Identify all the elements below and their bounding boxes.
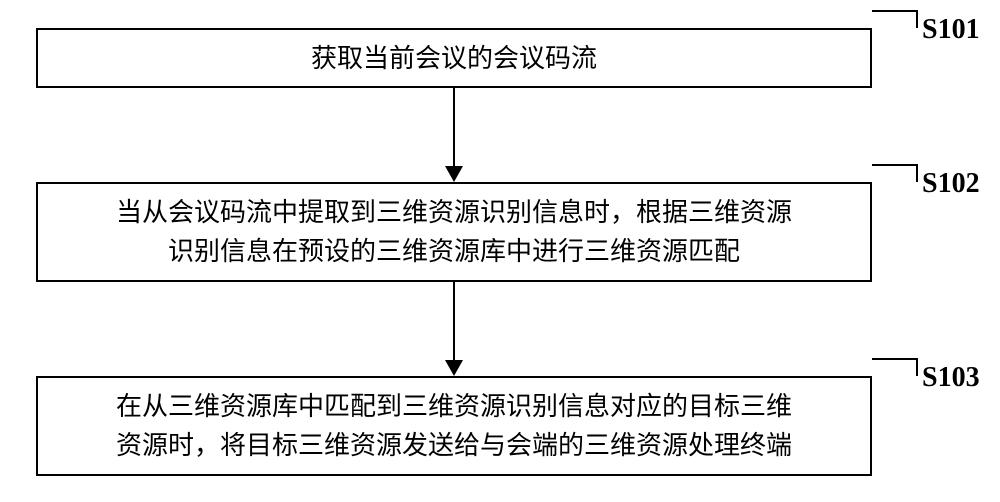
step-s101-box: 获取当前会议的会议码流 xyxy=(36,28,872,88)
flowchart-container: 获取当前会议的会议码流 S101 当从会议码流中提取到三维资源识别信息时，根据三… xyxy=(0,0,1000,502)
step-s103-label: S103 xyxy=(922,362,980,394)
step-s102-leader xyxy=(872,164,918,182)
step-s102-box: 当从会议码流中提取到三维资源识别信息时，根据三维资源 识别信息在预设的三维资源库… xyxy=(36,182,872,282)
step-s101-leader xyxy=(872,10,918,28)
step-s102-text: 当从会议码流中提取到三维资源识别信息时，根据三维资源 识别信息在预设的三维资源库… xyxy=(116,193,792,271)
arrow-s101-s102-line xyxy=(453,88,455,166)
step-s102-label: S102 xyxy=(922,168,980,200)
step-s103-leader xyxy=(872,358,918,376)
step-s101-text: 获取当前会议的会议码流 xyxy=(311,39,597,78)
arrow-s101-s102-head xyxy=(445,166,463,182)
step-s103-box: 在从三维资源库中匹配到三维资源识别信息对应的目标三维 资源时，将目标三维资源发送… xyxy=(36,376,872,476)
arrow-s102-s103-head xyxy=(445,360,463,376)
step-s103-text: 在从三维资源库中匹配到三维资源识别信息对应的目标三维 资源时，将目标三维资源发送… xyxy=(116,387,792,465)
step-s101-label: S101 xyxy=(922,14,980,46)
arrow-s102-s103-line xyxy=(453,282,455,360)
